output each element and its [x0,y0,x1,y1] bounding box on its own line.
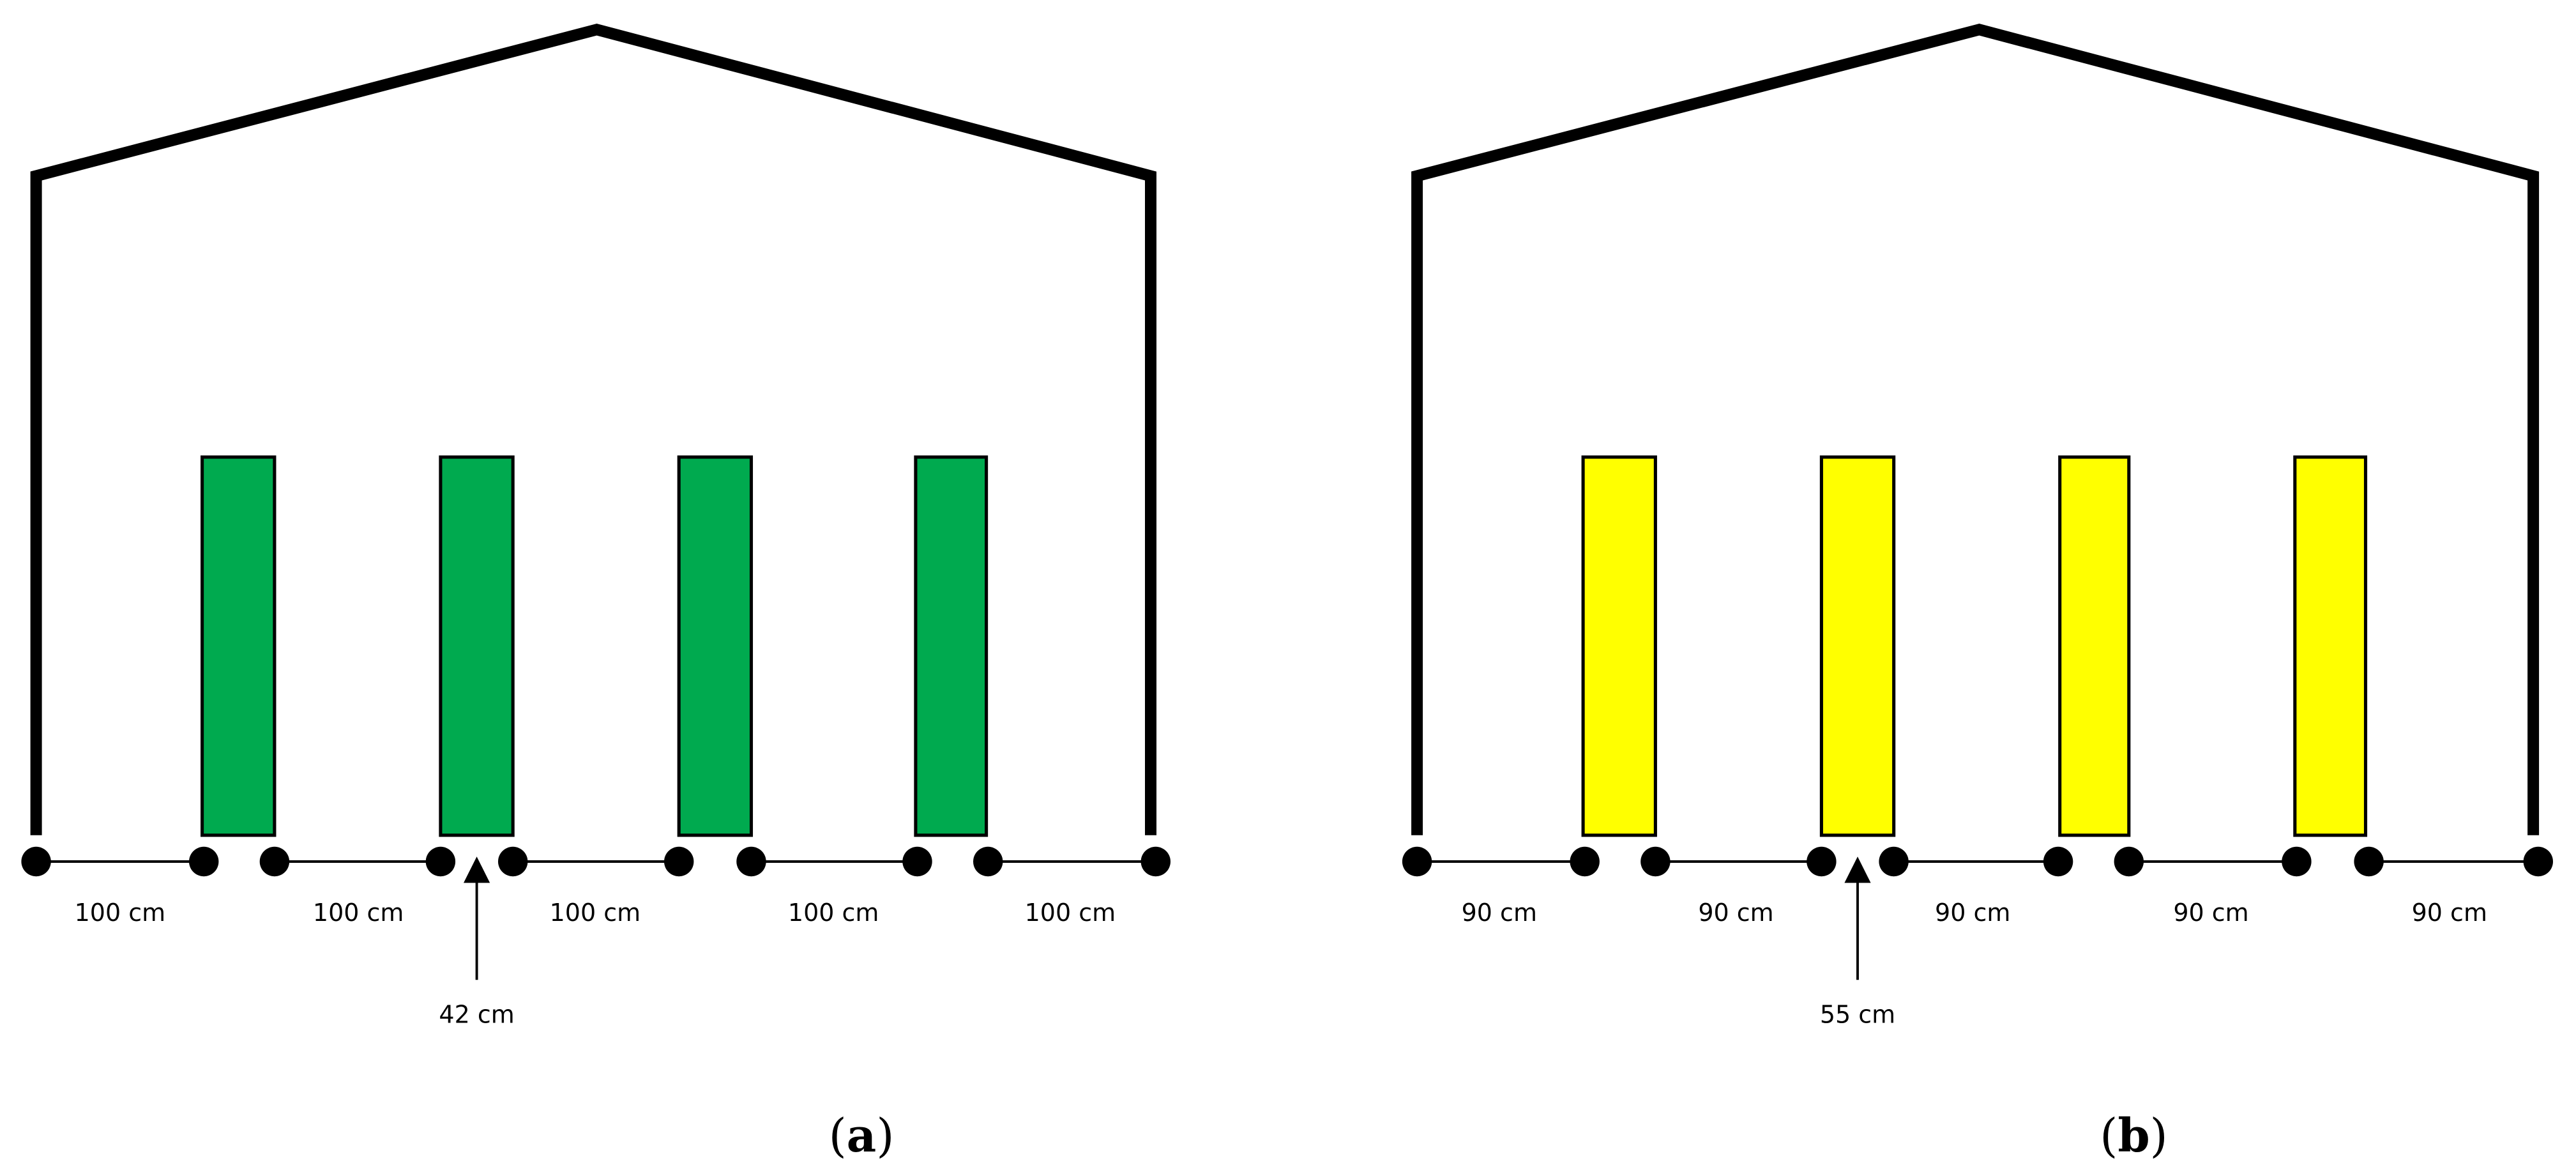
spacing-label: 90 cm [2173,899,2248,927]
panel-label: (a) [829,1108,895,1162]
spacing-label: 90 cm [1462,899,1537,927]
growing-bed-2 [1819,455,1896,837]
growing-bed-3 [677,455,754,837]
bed-width-label: 55 cm [1820,1000,1895,1028]
greenhouse-outline [1411,23,2540,835]
bed-width-arrowhead [1844,856,1871,883]
panel-label-letter: a [847,1108,877,1162]
dimension-marker-dot [1140,846,1171,877]
dimension-marker-dot [973,846,1003,877]
bed-width-label: 42 cm [439,1000,514,1028]
dimension-marker-dot [259,846,290,877]
dimension-marker-dot [1402,846,1432,877]
dimension-marker-dot [664,846,694,877]
panel-label: (b) [2100,1108,2168,1162]
dimension-marker-dot [498,846,528,877]
growing-bed-4 [2293,455,2368,837]
dimension-marker-dot [1640,846,1671,877]
spacing-label: 100 cm [550,899,641,927]
panel-label-open: ( [2100,1109,2118,1162]
growing-bed-3 [2058,455,2131,837]
spacing-label: 90 cm [2412,899,2487,927]
panel-b: 90 cm 90 cm 90 cm 90 cm 90 cm 55 cm (b) [1402,23,2553,1162]
dimension-marker-dot [902,846,932,877]
dimension-marker-dot [189,846,219,877]
dimension-marker-dot [2114,846,2144,877]
dimension-marker-dot [2523,846,2553,877]
panel-a: 100 cm 100 cm 100 cm 100 cm 100 cm 42 cm (a) [21,23,1171,1162]
dimension-marker-dot [21,846,51,877]
spacing-label: 90 cm [1698,899,1773,927]
bed-width-arrowhead [464,856,490,883]
panel-label-close: ) [2150,1109,2168,1162]
dimension-marker-dot [2354,846,2384,877]
growing-bed-1 [1581,455,1657,837]
spacing-label: 100 cm [788,899,879,927]
spacing-label: 90 cm [1935,899,2010,927]
growing-bed-2 [439,455,515,837]
spacing-label: 100 cm [313,899,404,927]
spacing-label: 100 cm [75,899,166,927]
panel-label-open: ( [829,1109,847,1162]
spacing-label: 100 cm [1025,899,1116,927]
growing-bed-4 [914,455,989,837]
dimension-marker-dot [2043,846,2073,877]
growing-bed-1 [201,455,277,837]
dimension-marker-dot [1807,846,1837,877]
dimension-marker-dot [425,846,456,877]
panel-label-letter: b [2118,1108,2149,1162]
dimension-marker-dot [1879,846,1909,877]
dimension-marker-dot [2282,846,2312,877]
dimension-marker-dot [736,846,766,877]
greenhouse-outline [30,23,1156,835]
dimension-marker-dot [1570,846,1600,877]
panel-label-close: ) [876,1109,894,1162]
